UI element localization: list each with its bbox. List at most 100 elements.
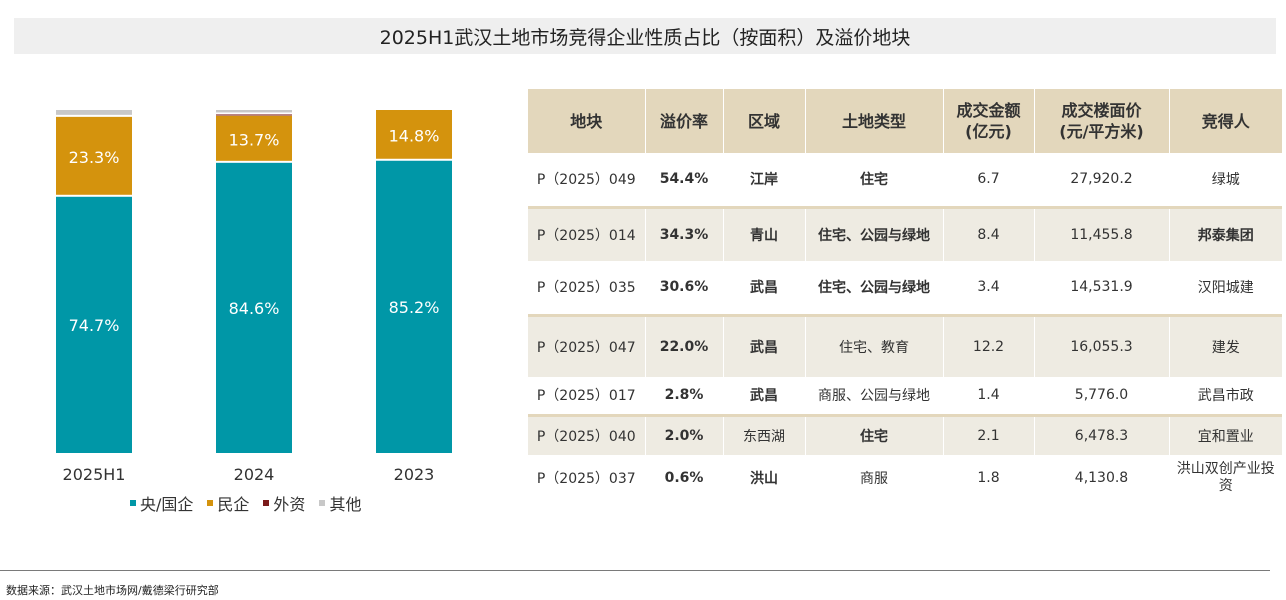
cell-winner: 武昌市政 (1197, 388, 1254, 405)
bar-segment-2023-s0 (376, 160, 452, 453)
cell-deal-amount: 1.8 (943, 455, 1035, 501)
cell-premium-rate: 30.6% (645, 261, 724, 315)
bar-segment-2025h1-s3 (56, 110, 132, 115)
cell-land-type: 住宅、公园与绿地 (805, 261, 944, 315)
bar-segment-2024-s0 (216, 162, 292, 453)
bar-data-label-2023-s0: 85.2% (389, 298, 440, 317)
cell-district: 武昌 (723, 377, 806, 415)
legend-swatch-state (130, 500, 136, 506)
bar-data-label-2025h1-s1: 23.3% (69, 148, 120, 167)
cell-floor-price: 11,455.8 (1034, 205, 1170, 261)
legend-swatch-other (319, 500, 326, 506)
cell-plot: P（2025）049 (528, 153, 646, 207)
header-plot: 地块 (528, 89, 646, 153)
cell-land-type: 住宅、公园与绿地 (805, 205, 944, 261)
legend-label-state: 央/国企 (140, 495, 194, 514)
cell-plot: P（2025）017 (528, 377, 646, 415)
cell-district: 武昌 (723, 261, 806, 315)
table-row: P（2025）017 2.8% 武昌 商服、公园与绿地 1.4 5,776.0 … (528, 377, 1282, 415)
bar-data-label-2024-s1: 13.7% (229, 130, 280, 149)
legend-swatch-foreign (263, 500, 270, 506)
footer-divider (0, 570, 1270, 571)
bar-segment-2024-s3 (216, 110, 292, 113)
cell-premium-rate: 54.4% (645, 153, 724, 207)
cell-floor-price: 4,130.8 (1034, 455, 1170, 501)
header-floor-price: 成交楼面价 (元/平方米) (1034, 89, 1170, 153)
header-premium-rate: 溢价率 (645, 89, 724, 153)
header-district: 区域 (723, 89, 806, 153)
cell-premium-rate: 2.0% (645, 413, 724, 455)
header-winner: 竞得人 (1201, 111, 1250, 131)
table-row: P（2025）037 0.6% 洪山 商服 1.8 4,130.8 洪山双创产业… (528, 455, 1282, 501)
cell-land-type: 住宅 (805, 153, 944, 207)
cell-floor-price: 5,776.0 (1034, 377, 1170, 415)
bar-segment-2025h1-s0 (56, 196, 132, 454)
legend-swatch-private (207, 500, 214, 506)
stacked-bar-chart: 74.7% 23.3% 2025H1 84.6% 13.7% 2024 85.2% 14.8%… (56, 110, 452, 484)
cell-winner: 建发 (1169, 313, 1282, 377)
cell-deal-amount: 6.7 (943, 153, 1035, 207)
legend-item-foreign: 外资 (263, 491, 305, 515)
cell-deal-amount: 1.4 (943, 377, 1035, 415)
header-land-type: 土地类型 (805, 89, 944, 153)
cell-winner: 汉阳城建 (1197, 280, 1254, 297)
bar-segment-2024-s2 (216, 114, 292, 116)
cell-plot: P（2025）014 (528, 205, 646, 261)
cell-floor-price: 16,055.3 (1034, 313, 1170, 377)
cell-winner: 绿城 (1211, 172, 1240, 189)
legend-label-private: 民企 (217, 495, 250, 514)
legend-item-state: 央/国企 (130, 491, 193, 515)
cell-district: 江岸 (723, 153, 806, 207)
table-row: P（2025）014 34.3% 青山 住宅、公园与绿地 8.4 11,455.… (528, 205, 1282, 261)
cell-land-type: 商服、公园与绿地 (805, 377, 944, 415)
cell-district: 青山 (723, 205, 806, 261)
bar-data-label-2024-s0: 84.6% (229, 299, 280, 318)
cell-winner: 邦泰集团 (1169, 205, 1282, 261)
cell-land-type: 住宅 (805, 413, 944, 455)
cell-district: 武昌 (723, 313, 806, 377)
x-tick-label-2024: 2024 (234, 465, 275, 484)
cell-plot: P（2025）047 (528, 313, 646, 377)
cell-premium-rate: 2.8% (645, 377, 724, 415)
cell-floor-price: 14,531.9 (1034, 261, 1170, 315)
chart-legend: 央/国企 民企 外资 其他 (130, 491, 361, 515)
cell-plot: P（2025）035 (528, 261, 646, 315)
cell-deal-amount: 2.1 (943, 413, 1035, 455)
cell-winner: 宜和置业 (1169, 413, 1282, 455)
cell-land-type: 住宅、教育 (805, 313, 944, 377)
cell-premium-rate: 34.3% (645, 205, 724, 261)
bar-data-label-2025h1-s0: 74.7% (69, 316, 120, 335)
premium-land-table: 地块 溢价率 区域 土地类型 成交金额 (亿元) 成交楼面价 (元/平方米) 竞… (528, 89, 1282, 501)
table-row: P（2025）049 54.4% 江岸 住宅 6.7 27,920.2 绿城 (528, 153, 1282, 207)
source-note: 数据来源：武汉土地市场网/戴德梁行研究部 (6, 584, 219, 597)
table-header-row: 地块 溢价率 区域 土地类型 成交金额 (亿元) 成交楼面价 (元/平方米) 竞… (528, 89, 1282, 153)
cell-deal-amount: 12.2 (943, 313, 1035, 377)
bar-segment-2023-s1 (376, 110, 452, 159)
cell-premium-rate: 0.6% (645, 455, 724, 501)
legend-item-private: 民企 (207, 491, 249, 515)
bar-data-label-2023-s1: 14.8% (389, 126, 440, 145)
table-row: P（2025）040 2.0% 东西湖 住宅 2.1 6,478.3 宜和置业 (528, 413, 1282, 455)
cell-deal-amount: 8.4 (943, 205, 1035, 261)
table-row: P（2025）035 30.6% 武昌 住宅、公园与绿地 3.4 14,531.… (528, 261, 1282, 315)
cell-plot: P（2025）037 (528, 455, 646, 501)
legend-label-foreign: 外资 (273, 495, 306, 514)
x-tick-label-2025h1: 2025H1 (63, 465, 126, 484)
bar-segment-2024-s1 (216, 115, 292, 161)
cell-winner: 洪山双创产业投资 (1176, 461, 1275, 494)
x-tick-label-2023: 2023 (394, 465, 435, 484)
cell-district: 东西湖 (723, 413, 806, 455)
cell-land-type: 商服 (805, 455, 944, 501)
page-title: 2025H1武汉土地市场竞得企业性质占比（按面积）及溢价地块 (14, 18, 1276, 54)
page-title-text: 2025H1武汉土地市场竞得企业性质占比（按面积）及溢价地块 (379, 26, 911, 49)
cell-premium-rate: 22.0% (645, 313, 724, 377)
cell-plot: P（2025）040 (528, 413, 646, 455)
cell-floor-price: 27,920.2 (1034, 153, 1170, 207)
header-deal-amount: 成交金额 (亿元) (943, 89, 1035, 153)
table-row: P（2025）047 22.0% 武昌 住宅、教育 12.2 16,055.3 … (528, 313, 1282, 377)
cell-floor-price: 6,478.3 (1034, 413, 1170, 455)
legend-item-other: 其他 (319, 491, 361, 515)
bar-segment-2025h1-s1 (56, 116, 132, 195)
cell-district: 洪山 (723, 455, 806, 501)
cell-deal-amount: 3.4 (943, 261, 1035, 315)
